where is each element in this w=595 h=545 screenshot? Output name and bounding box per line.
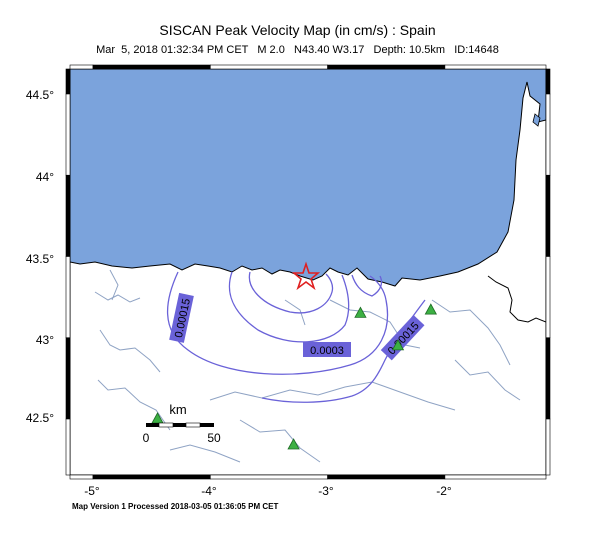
frame-segment <box>92 64 211 70</box>
scale-bar: km 0 50 <box>143 402 221 445</box>
frame-segment <box>69 474 94 480</box>
border-line <box>487 275 546 323</box>
lat-tick-label: 42.5° <box>25 411 54 425</box>
frame-segment <box>65 93 71 176</box>
processing-info: Map Version 1 Processed 2018-03-05 01:36… <box>72 502 279 511</box>
frame-segment <box>545 337 551 420</box>
svg-text:km: km <box>169 402 186 417</box>
frame-segment <box>545 93 551 176</box>
frame-segment <box>327 64 446 70</box>
map-title: SISCAN Peak Velocity Map (in cm/s) : Spa… <box>159 22 436 38</box>
svg-text:0: 0 <box>143 431 150 445</box>
lon-tick-label: -2° <box>436 484 452 498</box>
frame-segment <box>444 474 547 480</box>
lat-tick-label: 44.5° <box>25 88 54 102</box>
station-icon[interactable] <box>354 306 367 318</box>
lat-tick-label: 44° <box>35 170 54 184</box>
svg-text:0.0003: 0.0003 <box>310 345 344 357</box>
frame-segment <box>327 474 446 480</box>
rivers <box>94 269 521 463</box>
frame-segment <box>65 418 71 476</box>
frame-segment <box>65 256 71 339</box>
lat-tick-label: 43° <box>35 333 54 347</box>
frame-ticks <box>65 64 551 480</box>
station-icon[interactable] <box>424 303 438 315</box>
frame-segment <box>210 64 328 70</box>
event-info: Mar 5, 2018 01:32:34 PM CET M 2.0 N43.40… <box>96 44 499 56</box>
frame-segment <box>92 474 211 480</box>
contour-label: 0.0003 <box>303 342 351 357</box>
frame-segment <box>545 256 551 339</box>
frame-segment <box>444 64 547 70</box>
lon-tick-label: -4° <box>201 484 217 498</box>
frame-segment <box>210 474 328 480</box>
coast-detail <box>532 113 541 127</box>
star-icon[interactable] <box>291 261 321 291</box>
station-icon[interactable] <box>391 339 405 351</box>
lon-tick-label: -5° <box>84 484 100 498</box>
frame-segment <box>545 418 551 476</box>
frame-segment <box>545 174 551 257</box>
frame-segment <box>65 337 71 420</box>
station-markers <box>151 303 438 450</box>
sea-area <box>70 69 546 287</box>
frame-segment <box>65 68 71 95</box>
frame-segment <box>545 68 551 95</box>
lon-tick-label: -3° <box>318 484 334 498</box>
station-icon[interactable] <box>287 438 300 450</box>
svg-text:50: 50 <box>207 431 221 445</box>
frame-segment <box>69 64 94 70</box>
lat-tick-label: 43.5° <box>25 252 54 266</box>
frame-segment <box>65 174 71 257</box>
